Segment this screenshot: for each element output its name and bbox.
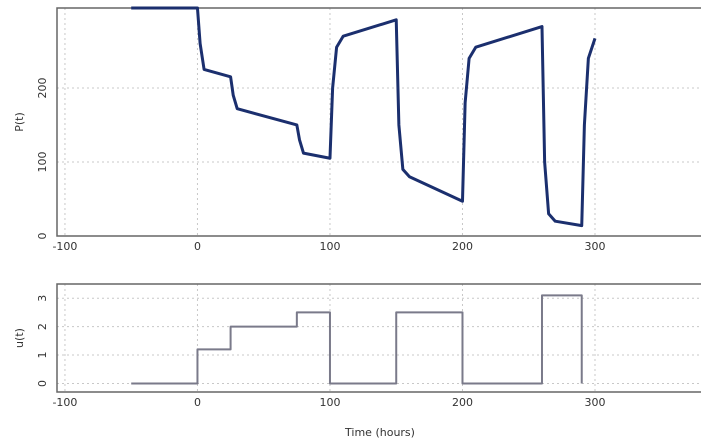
y-axis-label: u(t) <box>13 328 26 348</box>
series-line <box>131 6 597 228</box>
y-tick-label: 100 <box>36 151 49 172</box>
series-line <box>131 294 583 385</box>
y-tick-label: 0 <box>36 233 49 240</box>
x-tick-label: 100 <box>319 240 340 253</box>
x-tick-label: 100 <box>319 396 340 409</box>
x-tick-label: 0 <box>194 240 201 253</box>
y-tick-label: 1 <box>36 352 49 359</box>
y-axis-label: P(t) <box>13 112 26 132</box>
x-tick-label: 0 <box>194 396 201 409</box>
x-axis-label: Time (hours) <box>344 426 415 439</box>
x-tick-label: 300 <box>584 396 605 409</box>
x-tick-label: -100 <box>52 240 77 253</box>
y-tick-label: 200 <box>36 77 49 98</box>
x-tick-label: 200 <box>452 240 473 253</box>
y-tick-label: 0 <box>36 380 49 387</box>
y-tick-label: 3 <box>36 295 49 302</box>
y-tick-label: 2 <box>36 323 49 330</box>
plot-frame <box>56 7 701 237</box>
x-tick-label: -100 <box>52 396 77 409</box>
x-tick-label: 300 <box>584 240 605 253</box>
x-tick-label: 200 <box>452 396 473 409</box>
plot-frame <box>56 283 701 393</box>
